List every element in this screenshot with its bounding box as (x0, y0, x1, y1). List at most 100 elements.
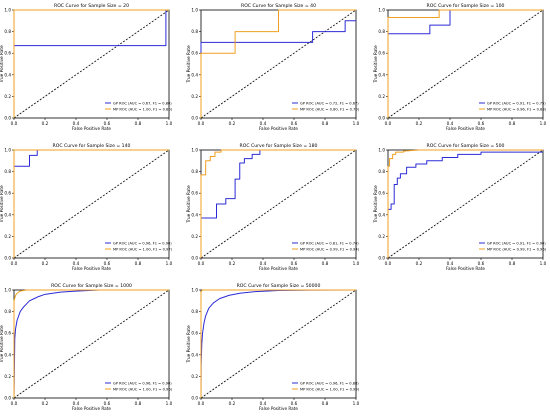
mp-roc-line (13, 149, 169, 258)
y-tick-label: 0.8 (4, 309, 11, 314)
x-tick-label: 0.0 (385, 261, 392, 266)
roc-panel-6: ROC Curve for Sample Size = 500 0.0 0.2 0.4… (373, 143, 547, 271)
y-axis-label: True Positive Rate (186, 45, 191, 84)
legend-label: MP ROC (AUC = 0.96, F1 = 0.83) (487, 107, 547, 111)
x-axis-label: False Positive Rate (259, 266, 298, 271)
x-tick-label: 0.6 (104, 401, 111, 406)
chart-title: ROC Curve for Sample Size = 140 (53, 143, 131, 149)
x-tick-label: 0.2 (42, 401, 49, 406)
legend-label: GP ROC (AUC = 0.91, F1 = 0.90) (487, 241, 546, 245)
roc-panel-2: ROC Curve for Sample Size = 40 0.0 0.2 0.4 0… (186, 3, 360, 131)
y-tick-label: 0.6 (378, 51, 385, 56)
gp-roc-line (387, 151, 543, 258)
y-tick-label: 0.2 (4, 374, 11, 379)
legend-label: GP ROC (AUC = 0.81, F1 = 0.74) (300, 241, 359, 245)
chart-title: ROC Curve for Sample Size = 40 (241, 3, 316, 9)
mp-roc-line (200, 9, 356, 118)
y-axis-label: True Positive Rate (0, 45, 4, 84)
y-tick-label: 0.8 (4, 169, 11, 174)
x-tick-label: 0.4 (260, 401, 267, 406)
chart-title: ROC Curve for Sample Size = 100 (427, 3, 505, 9)
x-tick-label: 0.2 (42, 121, 49, 126)
roc-panel-7: ROC Curve for Sample Size = 1000 0.0 0.2 0.… (0, 283, 173, 411)
gp-roc-line (200, 289, 357, 399)
gp-roc-line (200, 149, 356, 258)
chart-title: ROC Curve for Sample Size = 180 (240, 143, 318, 149)
y-tick-label: 0.2 (4, 94, 11, 99)
x-tick-label: 0.4 (260, 261, 267, 266)
y-tick-label: 0.0 (378, 256, 385, 261)
x-tick-label: 0.6 (478, 121, 485, 126)
y-tick-label: 0.0 (191, 116, 198, 121)
x-tick-label: 0.0 (11, 261, 18, 266)
y-axis-label: True Positive Rate (0, 185, 4, 224)
chart-title: ROC Curve for Sample Size = 50000 (237, 283, 321, 289)
x-tick-label: 1.0 (540, 121, 547, 126)
x-tick-label: 0.6 (478, 261, 485, 266)
x-tick-label: 0.6 (104, 261, 111, 266)
x-tick-label: 0.4 (73, 121, 80, 126)
x-tick-label: 0.4 (447, 121, 454, 126)
x-tick-label: 0.0 (198, 121, 205, 126)
y-axis-label: True Positive Rate (373, 45, 378, 84)
y-tick-label: 0.4 (4, 72, 11, 77)
plot-frame (387, 149, 544, 259)
y-tick-label: 0.6 (191, 331, 198, 336)
y-tick-label: 0.4 (378, 72, 385, 77)
x-axis-label: False Positive Rate (446, 126, 485, 131)
y-axis-label: True Positive Rate (373, 185, 378, 224)
x-tick-label: 0.0 (11, 401, 18, 406)
y-tick-label: 0.6 (4, 51, 11, 56)
legend-label: GP ROC (AUC = 0.72, F1 = 0.67) (300, 101, 359, 105)
y-axis-label: True Positive Rate (186, 325, 191, 364)
legend-label: MP ROC (AUC = 1.00, F1 = 0.80) (113, 107, 173, 111)
plot-frame (13, 149, 170, 259)
y-tick-label: 1.0 (378, 148, 385, 153)
y-tick-label: 0.2 (191, 374, 198, 379)
mp-roc-line (13, 9, 169, 118)
x-tick-label: 1.0 (166, 401, 173, 406)
legend-label: MP ROC (AUC = 1.00, F1 = 0.97) (113, 247, 173, 251)
y-tick-label: 1.0 (4, 288, 11, 293)
x-tick-label: 0.4 (260, 121, 267, 126)
y-tick-label: 0.6 (4, 331, 11, 336)
x-tick-label: 1.0 (353, 121, 360, 126)
roc-panel-3: ROC Curve for Sample Size = 100 0.0 0.2 0.4… (373, 3, 547, 131)
y-tick-label: 1.0 (191, 8, 198, 13)
x-tick-label: 1.0 (166, 261, 173, 266)
y-tick-label: 0.0 (378, 116, 385, 121)
x-tick-label: 0.8 (322, 261, 329, 266)
y-tick-label: 0.6 (191, 191, 198, 196)
y-tick-label: 1.0 (4, 8, 11, 13)
y-tick-label: 0.4 (191, 352, 198, 357)
legend-label: GP ROC (AUC = 0.96, F1 = 0.88) (300, 381, 359, 385)
x-tick-label: 0.0 (198, 401, 205, 406)
legend-label: GP ROC (AUC = 0.91, F1 = 0.75) (487, 101, 546, 105)
legend-label: GP ROC (AUC = 0.96, F1 = 0.90) (113, 241, 172, 245)
x-axis-label: False Positive Rate (446, 266, 485, 271)
x-tick-label: 0.8 (322, 121, 329, 126)
x-tick-label: 0.6 (291, 261, 298, 266)
legend-label: MP ROC (AUC = 0.99, F1 = 0.94) (300, 247, 360, 251)
y-tick-label: 0.6 (4, 191, 11, 196)
x-tick-label: 0.4 (447, 261, 454, 266)
y-tick-label: 0.2 (4, 234, 11, 239)
gp-roc-line (13, 289, 169, 399)
y-tick-label: 0.8 (191, 29, 198, 34)
x-axis-label: False Positive Rate (72, 406, 111, 411)
plot-frame (200, 289, 357, 399)
gp-roc-line (200, 20, 356, 118)
y-tick-label: 1.0 (378, 8, 385, 13)
x-tick-label: 0.6 (291, 401, 298, 406)
legend-label: MP ROC (AUC = 1.00, F1 = 0.99) (300, 387, 360, 391)
chart-title: ROC Curve for Sample Size = 1000 (51, 283, 132, 289)
y-tick-label: 0.8 (4, 29, 11, 34)
roc-panel-4: ROC Curve for Sample Size = 140 0.0 0.2 0.4… (0, 143, 173, 271)
x-tick-label: 1.0 (540, 261, 547, 266)
x-tick-label: 0.2 (42, 261, 49, 266)
plot-frame (13, 9, 170, 119)
y-tick-label: 0.2 (191, 94, 198, 99)
y-tick-label: 0.8 (378, 29, 385, 34)
plot-frame (200, 9, 357, 119)
mp-roc-line (387, 9, 543, 118)
